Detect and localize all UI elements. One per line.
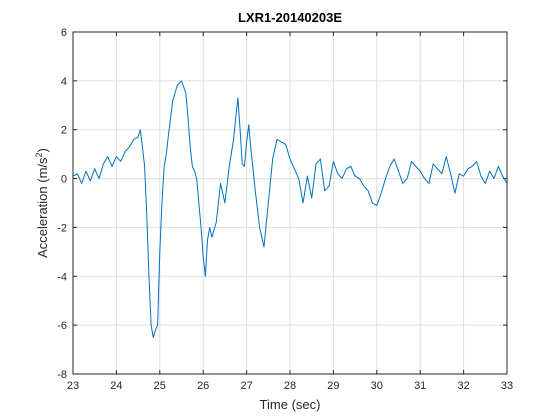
x-tick-label: 23 <box>67 380 79 392</box>
series-line <box>72 80 508 338</box>
x-tick-label: 27 <box>240 380 252 392</box>
y-tick-label: -6 <box>57 320 67 332</box>
y-axis-label-close: ) <box>35 148 50 152</box>
x-tick-label: 28 <box>284 380 296 392</box>
y-tick-label: -4 <box>57 271 67 283</box>
y-tick-label: 0 <box>61 174 67 186</box>
chart-title: LXR1-20140203E <box>238 10 342 25</box>
y-tick-label: 4 <box>61 76 67 88</box>
x-tick-label: 33 <box>501 380 513 392</box>
x-tick-label: 24 <box>110 380 122 392</box>
x-tick-label: 26 <box>197 380 209 392</box>
x-tick-label: 32 <box>457 380 469 392</box>
x-axis-label: Time (sec) <box>260 397 321 412</box>
x-tick-label: 25 <box>154 380 166 392</box>
x-tick-label: 30 <box>371 380 383 392</box>
y-axis-label-base: Acceleration (m/s <box>35 157 50 258</box>
y-tick-label: -2 <box>57 222 67 234</box>
x-tick-label: 31 <box>414 380 426 392</box>
x-tick-label: 29 <box>327 380 339 392</box>
y-tick-label: 6 <box>61 27 67 39</box>
y-tick-label: 2 <box>61 125 67 137</box>
y-axis-label-superscript: 2 <box>34 152 44 157</box>
y-tick-label: -8 <box>57 369 67 381</box>
y-axis-label: Acceleration (m/s2) <box>34 148 50 258</box>
